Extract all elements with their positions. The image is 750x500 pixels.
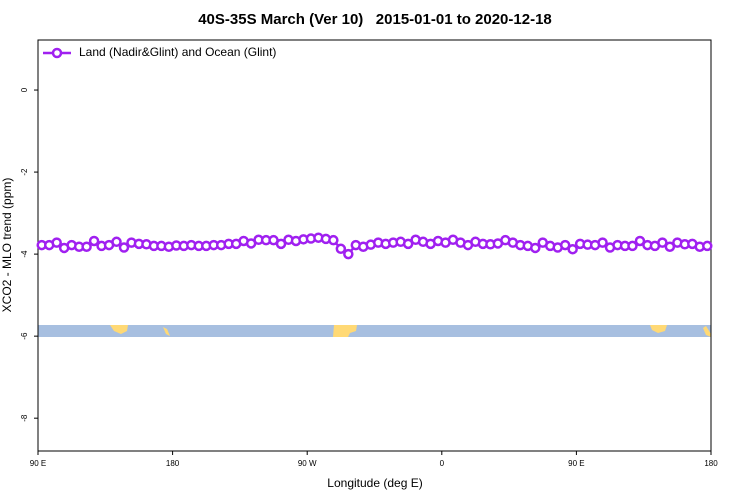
y-tick-label: -8	[20, 414, 29, 422]
point	[530, 242, 541, 254]
point	[343, 248, 354, 260]
x-tick-label: 90 W	[298, 459, 317, 468]
point	[657, 237, 668, 248]
y-axis-label: XCO2 - MLO trend (ppm)	[0, 178, 14, 313]
map-strip	[38, 325, 711, 337]
point	[634, 235, 646, 247]
point	[328, 234, 339, 246]
point	[275, 238, 287, 250]
y-tick-label: -2	[20, 168, 29, 176]
legend-marker	[51, 47, 63, 59]
x-axis-label: Longitude (deg E)	[327, 476, 422, 490]
legend-label: Land (Nadir&Glint) and Ocean (Glint)	[79, 45, 276, 59]
x-tick-label: 180	[704, 459, 718, 468]
point	[81, 241, 92, 252]
y-tick-label: 0	[20, 87, 29, 92]
x-tick-label: 180	[166, 459, 180, 468]
y-tick-label: -6	[20, 332, 29, 340]
point	[559, 239, 571, 251]
x-tick-label: 0	[440, 459, 445, 468]
point	[597, 237, 608, 248]
point	[118, 242, 130, 253]
point	[567, 243, 578, 255]
x-tick-label: 90 E	[30, 459, 46, 468]
chart-title: 40S-35S March (Ver 10) 2015-01-01 to 202…	[198, 11, 552, 28]
point	[111, 236, 122, 248]
point	[402, 238, 414, 250]
point	[51, 237, 62, 248]
point	[335, 243, 347, 255]
point	[702, 240, 713, 252]
point	[627, 240, 638, 252]
point	[664, 241, 676, 252]
y-tick-label: -4	[20, 250, 29, 258]
point	[88, 235, 100, 247]
x-tick-label: 90 E	[568, 459, 584, 468]
